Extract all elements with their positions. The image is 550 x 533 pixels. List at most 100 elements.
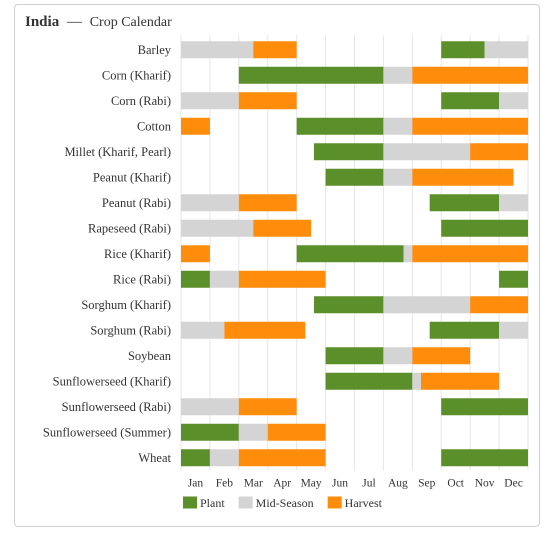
crop-row: Sunflowerseed (Kharif) <box>53 372 500 390</box>
bar-harvest[interactable] <box>412 245 528 263</box>
crop-row: Sunflowerseed (Rabi) <box>62 398 528 416</box>
bar-harvest[interactable] <box>267 423 326 441</box>
bar-plant[interactable] <box>296 245 404 263</box>
bar-plant[interactable] <box>314 296 384 314</box>
legend-label: Mid-Season <box>256 496 314 510</box>
legend-swatch <box>238 496 253 509</box>
bar-plant[interactable] <box>429 321 500 339</box>
chart-title: India — Crop Calendar <box>25 14 172 30</box>
bar-plant[interactable] <box>441 449 528 467</box>
crop-label: Rice (Rabi) <box>113 272 171 286</box>
crop-label: Cotton <box>137 119 172 133</box>
crop-label: Peanut (Rabi) <box>102 196 171 210</box>
bar-mid[interactable] <box>181 321 225 339</box>
bar-harvest[interactable] <box>412 347 471 365</box>
bar-harvest[interactable] <box>181 117 210 135</box>
bar-plant[interactable] <box>441 92 500 110</box>
crop-row: Sunflowerseed (Summer) <box>43 423 326 441</box>
bar-mid[interactable] <box>484 41 528 59</box>
bar-mid[interactable] <box>499 194 528 212</box>
month-tick-label: Jun <box>332 478 348 490</box>
crop-label: Sorghum (Kharif) <box>81 298 171 312</box>
bar-harvest[interactable] <box>238 92 297 110</box>
legend-label: Harvest <box>345 496 383 510</box>
bar-harvest[interactable] <box>181 245 210 263</box>
month-tick-label: Oct <box>447 478 464 490</box>
bar-harvest[interactable] <box>238 398 297 416</box>
chart-title-text: Crop Calendar <box>90 15 172 30</box>
bar-harvest[interactable] <box>421 372 500 390</box>
bar-plant[interactable] <box>441 41 485 59</box>
bar-mid[interactable] <box>383 117 413 135</box>
bar-harvest[interactable] <box>412 168 514 186</box>
bar-mid[interactable] <box>412 372 422 390</box>
crop-row: Sorghum (Rabi) <box>90 321 528 339</box>
bar-plant[interactable] <box>441 398 528 416</box>
bar-harvest[interactable] <box>412 66 528 84</box>
bar-mid[interactable] <box>238 423 268 441</box>
crop-row: Peanut (Kharif) <box>93 168 514 186</box>
bar-mid[interactable] <box>181 92 239 110</box>
month-tick-label: Jan <box>188 478 204 490</box>
crop-row: Corn (Rabi) <box>111 92 528 110</box>
month-tick-label: Sep <box>418 478 436 490</box>
bar-mid[interactable] <box>181 219 254 237</box>
crop-label: Rapeseed (Rabi) <box>88 221 171 235</box>
bar-plant[interactable] <box>325 347 384 365</box>
legend-item-mid[interactable]: Mid-Season <box>238 496 314 510</box>
bar-harvest[interactable] <box>238 449 326 467</box>
legend-swatch <box>183 496 197 509</box>
bar-harvest[interactable] <box>238 270 326 288</box>
bar-mid[interactable] <box>499 321 528 339</box>
month-tick-label: Apr <box>273 478 291 490</box>
bar-plant[interactable] <box>325 168 384 186</box>
bar-plant[interactable] <box>238 66 384 84</box>
bar-mid[interactable] <box>181 398 239 416</box>
bar-mid[interactable] <box>383 66 413 84</box>
bar-plant[interactable] <box>181 449 210 467</box>
bar-harvest[interactable] <box>412 117 528 135</box>
legend-item-harvest[interactable]: Harvest <box>327 496 383 510</box>
bar-plant[interactable] <box>296 117 384 135</box>
crop-label: Sunflowerseed (Rabi) <box>62 400 171 414</box>
month-tick-label: Jul <box>362 478 375 490</box>
bar-harvest[interactable] <box>470 143 528 161</box>
bar-mid[interactable] <box>499 92 528 110</box>
bar-mid[interactable] <box>383 168 413 186</box>
bar-mid[interactable] <box>383 143 471 161</box>
month-tick-label: Mar <box>244 478 263 490</box>
crop-label: Corn (Rabi) <box>111 94 171 108</box>
month-tick-label: Nov <box>475 478 495 490</box>
bar-plant[interactable] <box>314 143 384 161</box>
bar-mid[interactable] <box>209 270 239 288</box>
legend-label: Plant <box>200 496 225 510</box>
crop-row: Cotton <box>137 117 528 135</box>
crop-label: Rice (Kharif) <box>104 247 171 261</box>
bar-mid[interactable] <box>181 41 254 59</box>
bar-plant[interactable] <box>429 194 500 212</box>
bar-plant[interactable] <box>441 219 528 237</box>
bar-mid[interactable] <box>403 245 413 263</box>
bar-harvest[interactable] <box>253 219 312 237</box>
crop-row: Sorghum (Kharif) <box>81 296 528 314</box>
bar-harvest[interactable] <box>224 321 306 339</box>
bar-mid[interactable] <box>383 347 413 365</box>
month-tick-label: Dec <box>504 478 523 490</box>
bar-harvest[interactable] <box>253 41 297 59</box>
bar-plant[interactable] <box>181 270 210 288</box>
legend: Plant Mid-Season Harvest <box>183 496 383 510</box>
bar-plant[interactable] <box>325 372 413 390</box>
crop-label: Millet (Kharif, Pearl) <box>64 145 171 159</box>
crop-row: Soybean <box>128 347 471 365</box>
bar-plant[interactable] <box>181 423 239 441</box>
legend-item-plant[interactable]: Plant <box>183 496 225 510</box>
bar-plant[interactable] <box>499 270 528 288</box>
crop-label: Sunflowerseed (Summer) <box>43 425 171 439</box>
bar-harvest[interactable] <box>470 296 528 314</box>
bar-mid[interactable] <box>383 296 471 314</box>
legend-swatch <box>327 496 342 509</box>
bar-harvest[interactable] <box>238 194 297 212</box>
crop-label: Peanut (Kharif) <box>93 170 171 184</box>
bar-mid[interactable] <box>181 194 239 212</box>
bar-mid[interactable] <box>209 449 239 467</box>
